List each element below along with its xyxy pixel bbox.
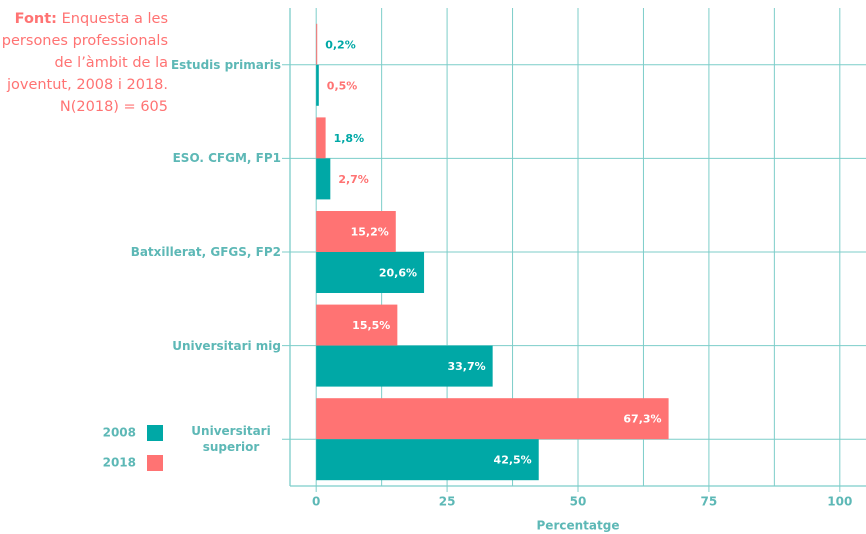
legend-label: 2018 [103,456,136,470]
x-tick-label: 100 [827,495,852,509]
value-label: 42,5% [494,454,532,467]
bar [316,304,398,346]
x-tick-label: 50 [570,495,587,509]
value-label: 15,2% [351,226,389,239]
y-tick-label: ESO. CFGM, FP1 [172,151,281,166]
bar [316,439,539,481]
y-tick-label: Universitari superior [191,424,271,455]
bar [316,252,425,293]
bar [316,64,319,106]
value-label: 15,5% [352,319,390,332]
y-tick-label: Batxillerat, GFGS, FP2 [130,245,281,259]
y-tick-label: Estudis primaris [170,57,281,72]
x-tick-label: 75 [701,495,718,509]
bar [316,158,331,200]
value-label: 33,7% [447,360,485,373]
x-tick-label: 25 [439,495,456,509]
value-label: 2,7% [338,173,369,186]
source-note: Font: Enquesta a les persones profession… [0,8,168,118]
legend-label: 2008 [103,426,136,440]
source-text: Enquesta a les persones professionals de… [1,11,168,115]
legend-swatch [147,455,163,471]
bar [316,345,493,387]
value-label: 0,5% [327,79,358,92]
value-label: 67,3% [623,413,661,426]
bar [316,117,326,159]
x-axis-label: Percentatge [537,519,620,533]
bar [316,211,396,252]
source-label: Font: [14,11,57,27]
legend-swatch [147,425,163,441]
bar [316,398,669,440]
value-label: 1,8% [334,132,365,145]
value-label: 20,6% [379,267,417,280]
x-tick-label: 0 [312,495,320,509]
value-label: 0,2% [325,38,356,51]
bar [316,23,318,65]
y-tick-label: Universitari mig [172,338,281,353]
